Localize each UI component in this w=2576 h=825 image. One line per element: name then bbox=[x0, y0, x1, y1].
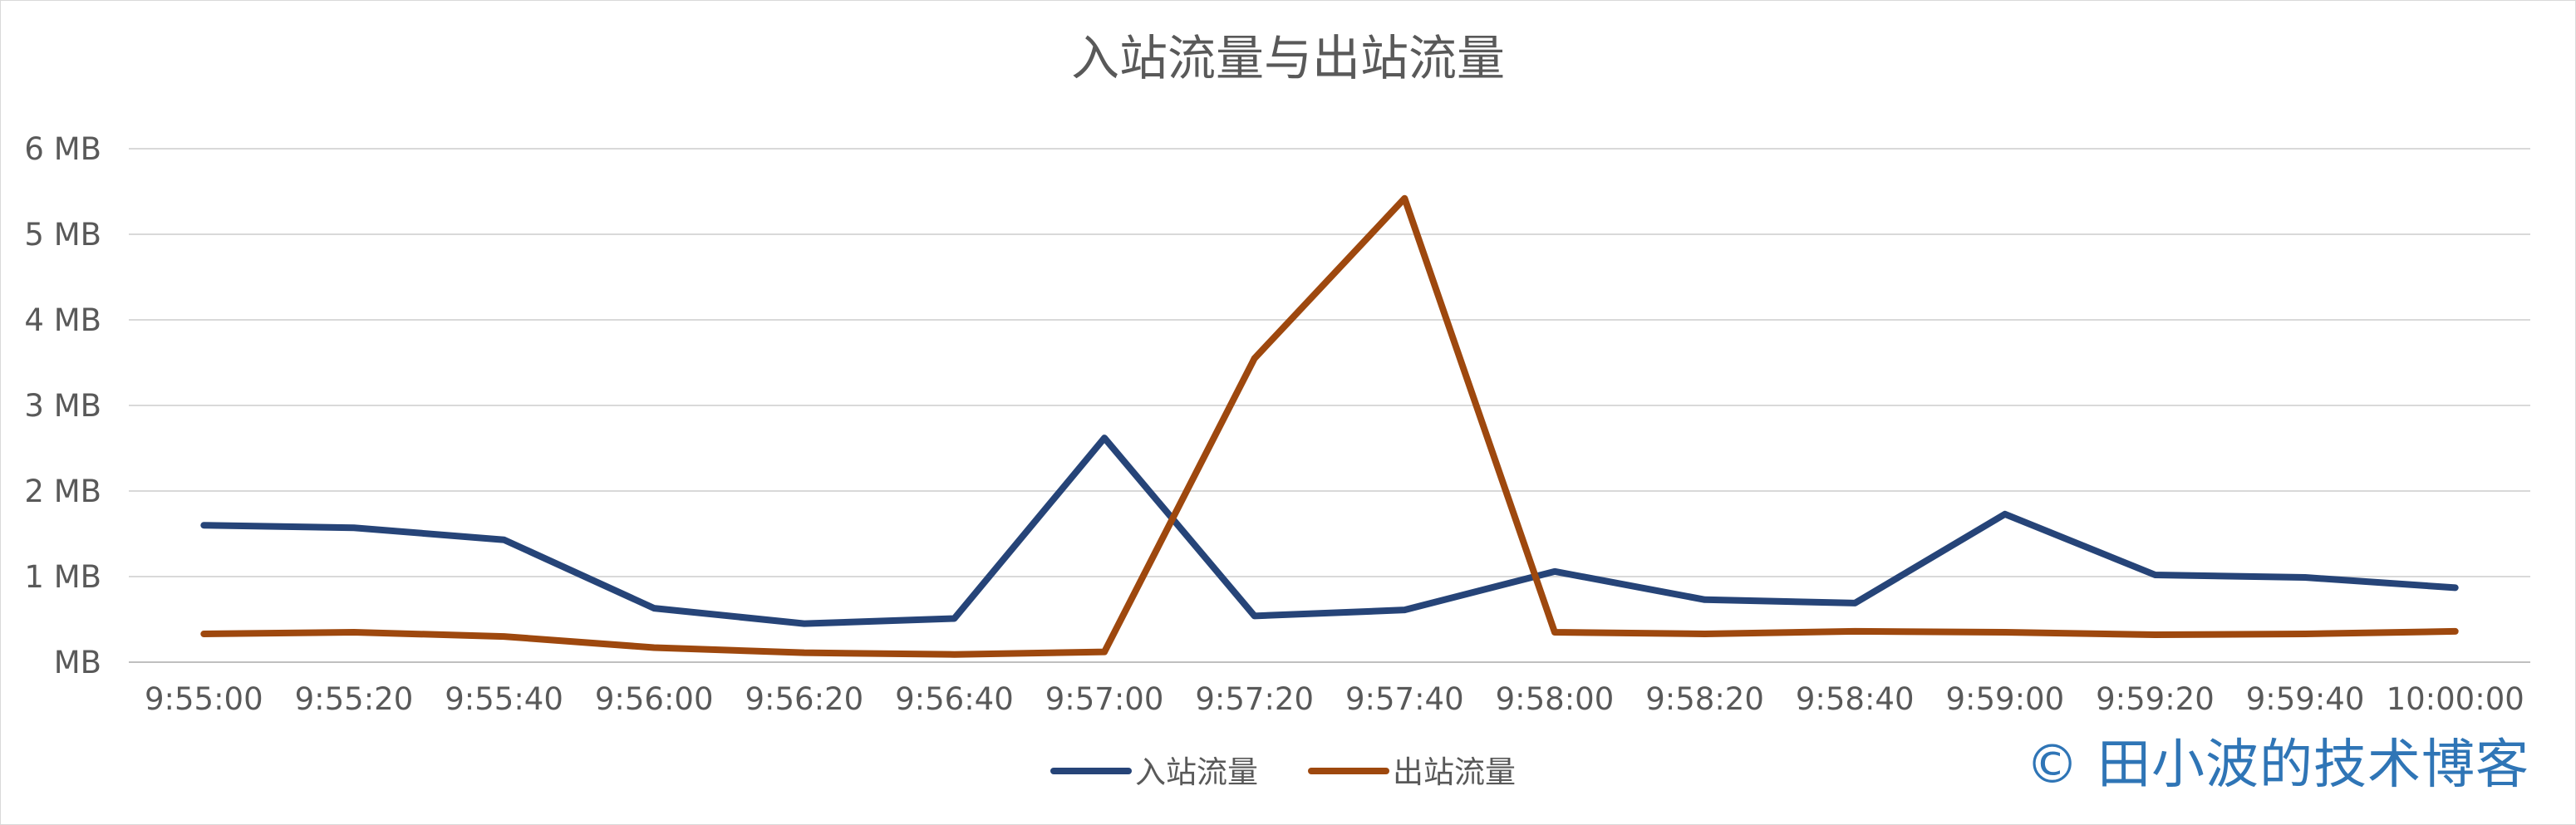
series-line bbox=[200, 435, 2459, 627]
grid bbox=[129, 148, 2530, 663]
y-tick-label: 1 MB bbox=[24, 559, 101, 595]
data-point bbox=[2455, 587, 2456, 588]
x-tick-label: 9:58:40 bbox=[1796, 681, 1915, 717]
x-tick-label: 9:56:20 bbox=[745, 681, 863, 717]
data-point bbox=[2304, 633, 2306, 635]
data-point bbox=[2004, 513, 2006, 515]
data-point bbox=[2154, 574, 2156, 576]
data-point bbox=[1404, 198, 1405, 199]
data-point bbox=[1104, 651, 1105, 653]
x-tick-label: 9:55:00 bbox=[145, 681, 263, 717]
data-point bbox=[1404, 609, 1405, 611]
data-point bbox=[653, 646, 655, 648]
x-tick-label: 9:55:20 bbox=[295, 681, 414, 717]
data-point bbox=[1104, 437, 1105, 439]
data-point bbox=[2154, 634, 2156, 636]
x-tick-label: 9:58:00 bbox=[1496, 681, 1615, 717]
y-tick-label: MB bbox=[54, 645, 101, 680]
x-tick-label: 9:56:00 bbox=[595, 681, 714, 717]
series bbox=[200, 194, 2459, 658]
x-tick-label: 9:57:40 bbox=[1345, 681, 1464, 717]
x-tick-label: 9:59:00 bbox=[1945, 681, 2064, 717]
series-line bbox=[200, 194, 2459, 658]
data-point bbox=[2304, 577, 2306, 578]
legend: 入站流量 出站流量 bbox=[1050, 754, 1516, 790]
y-tick-label: 2 MB bbox=[24, 474, 101, 509]
x-tick-label: 9:57:20 bbox=[1195, 681, 1314, 717]
y-tick-label: 3 MB bbox=[24, 388, 101, 424]
data-point bbox=[1554, 571, 1556, 572]
watermark: © 田小波的技术博客 bbox=[2025, 734, 2529, 796]
data-point bbox=[953, 654, 955, 656]
data-point bbox=[1704, 633, 1706, 635]
data-point bbox=[2004, 631, 2006, 633]
x-tick-label: 9:59:40 bbox=[2246, 681, 2365, 717]
y-tick-label: 4 MB bbox=[24, 302, 101, 338]
data-point bbox=[1254, 357, 1256, 359]
data-point bbox=[953, 617, 955, 619]
x-tick-label: 9:59:20 bbox=[2096, 681, 2215, 717]
x-tick-label: 9:56:40 bbox=[895, 681, 1014, 717]
legend-label: 入站流量 bbox=[1135, 754, 1258, 790]
x-tick-label: 9:58:20 bbox=[1645, 681, 1764, 717]
y-axis-labels: MB 1 MB 2 MB 3 MB 4 MB 5 MB 6 MB bbox=[24, 131, 101, 680]
legend-label: 出站流量 bbox=[1393, 754, 1516, 790]
data-point bbox=[353, 631, 355, 633]
data-point bbox=[1554, 631, 1556, 633]
data-point bbox=[653, 607, 655, 609]
chart-title: 入站流量与出站流量 bbox=[1071, 30, 1505, 86]
x-tick-label: 9:57:00 bbox=[1045, 681, 1164, 717]
x-axis-labels: 9:55:00 9:55:20 9:55:40 9:56:00 9:56:20 9:56:… bbox=[145, 681, 2524, 717]
x-tick-label: 9:55:40 bbox=[445, 681, 563, 717]
y-tick-label: 6 MB bbox=[24, 131, 101, 167]
x-tick-label: 10:00:00 bbox=[2387, 681, 2524, 717]
data-point bbox=[1854, 602, 1856, 604]
y-tick-label: 5 MB bbox=[24, 217, 101, 253]
data-point bbox=[1704, 599, 1706, 601]
